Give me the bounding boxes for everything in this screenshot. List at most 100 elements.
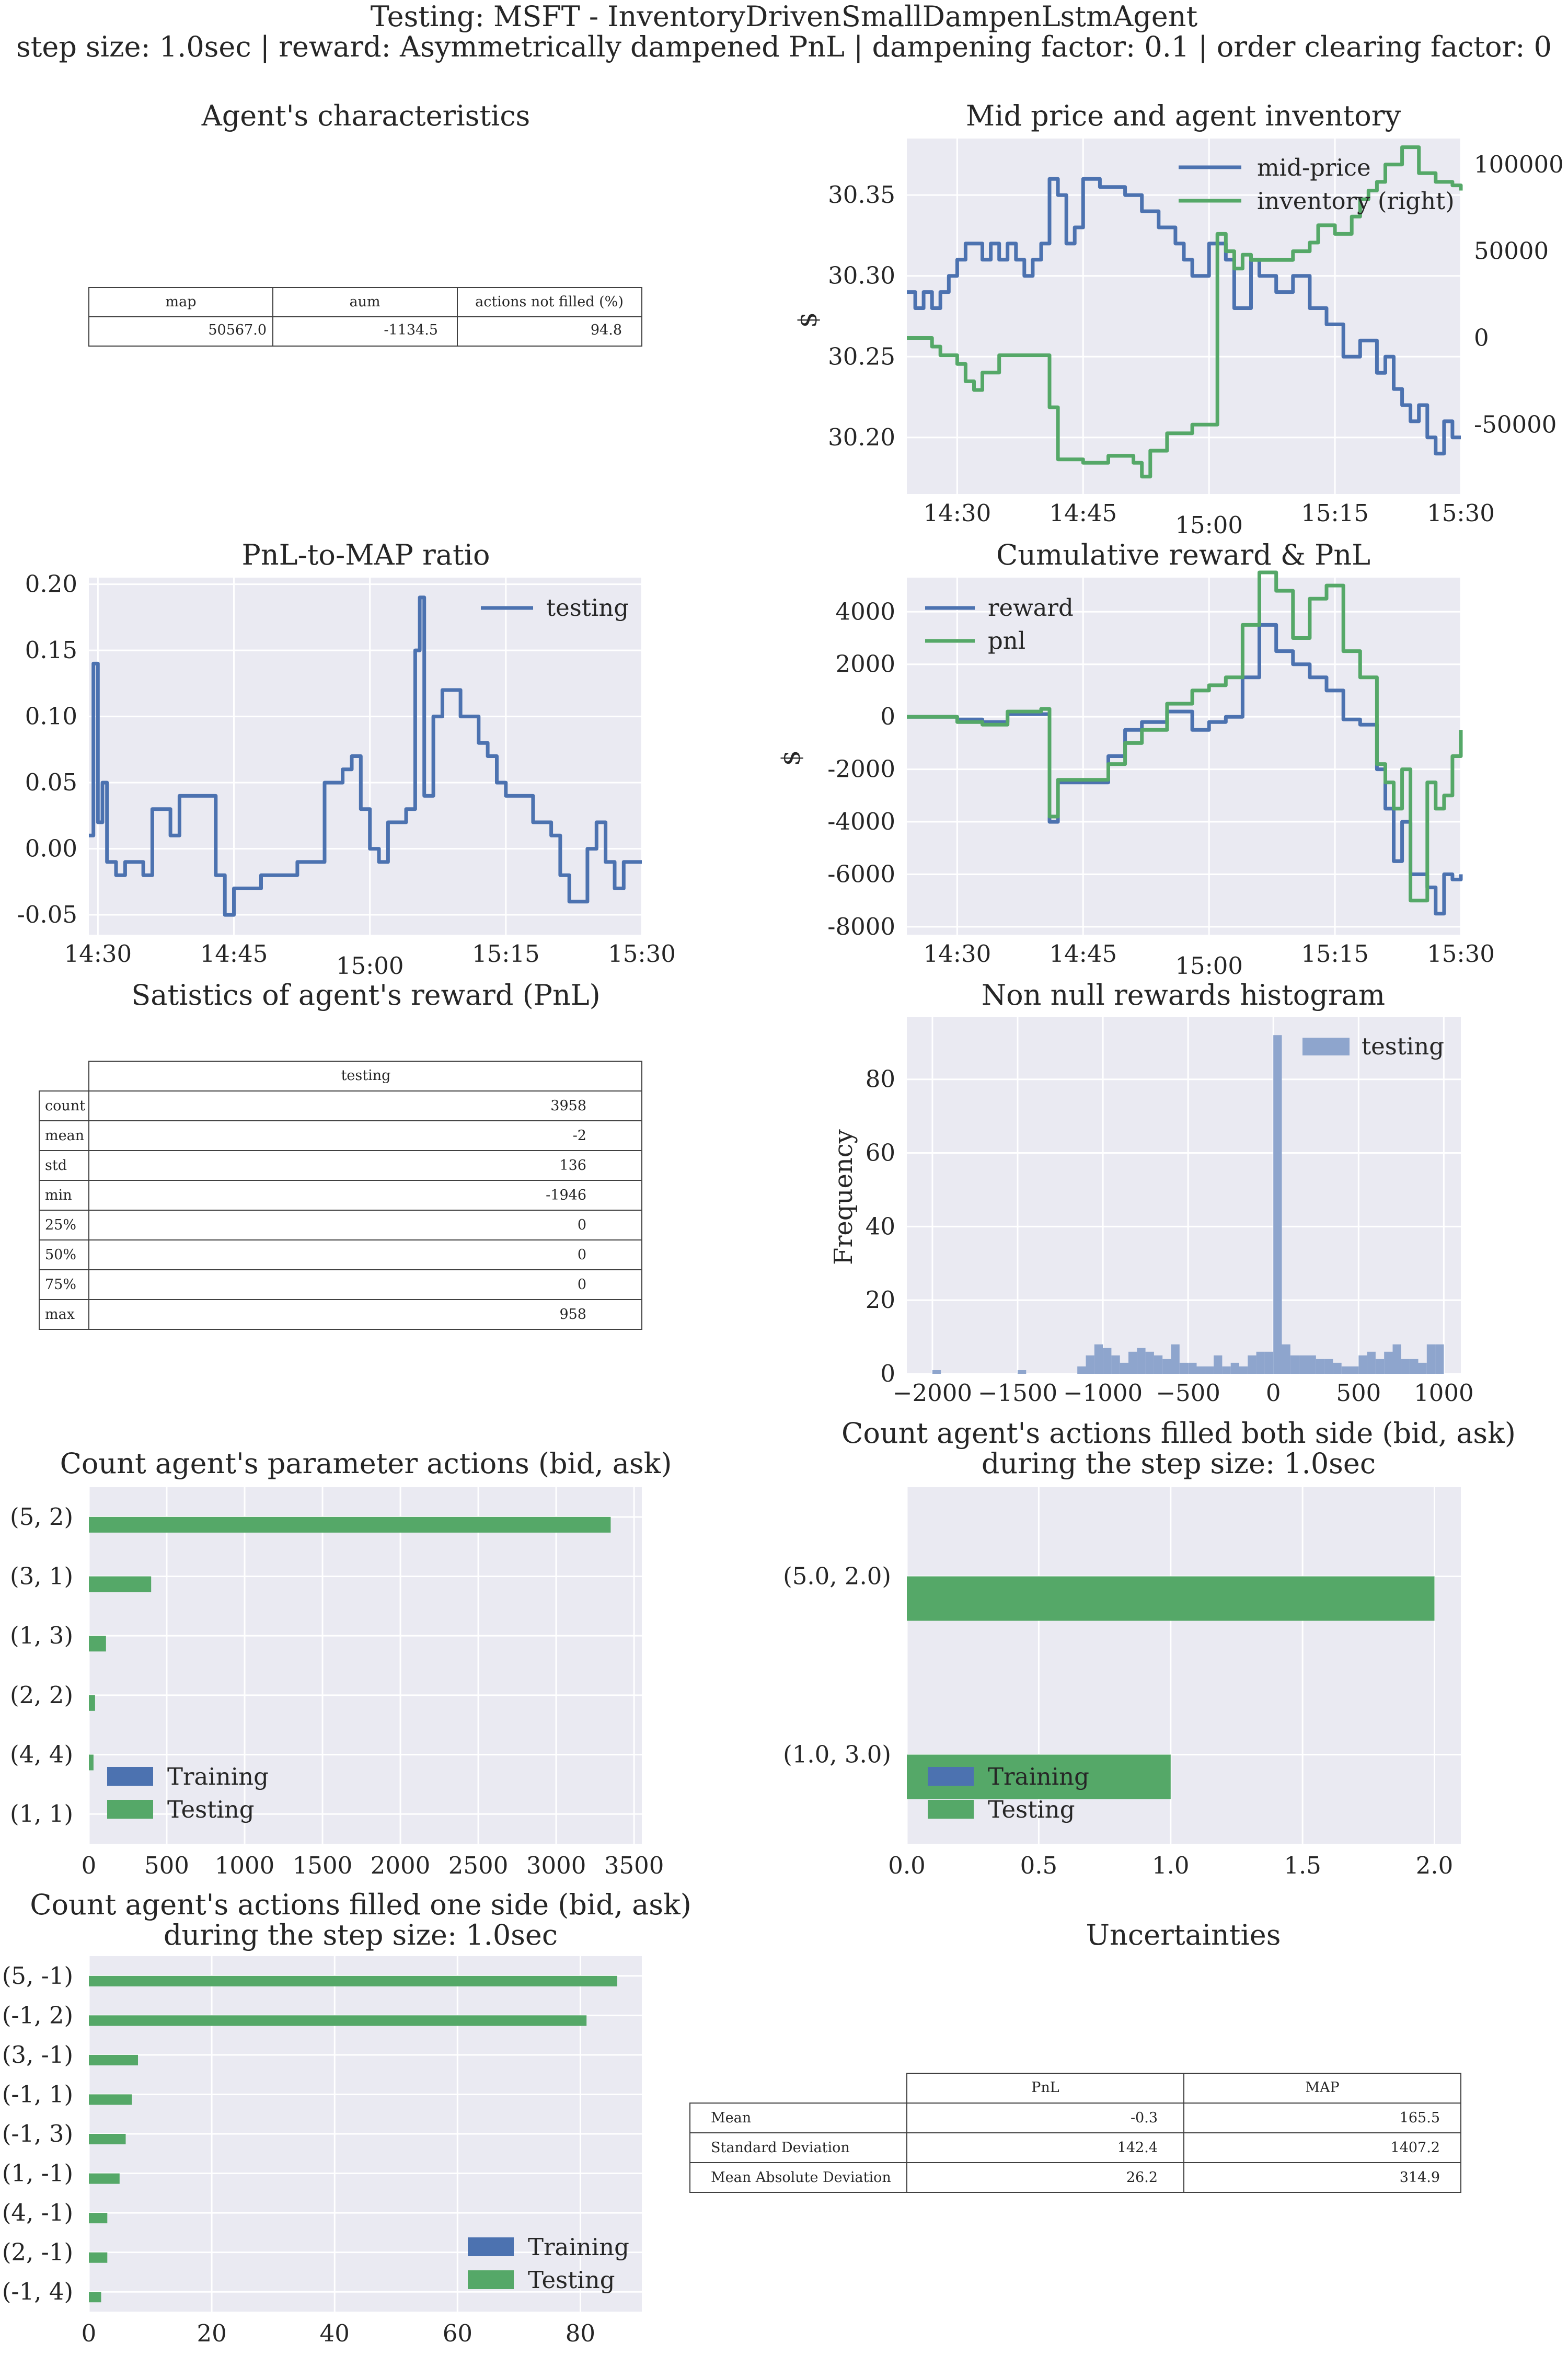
parameter-actions-xtick: 500 (144, 1852, 189, 1879)
histogram-bar (1341, 1366, 1350, 1374)
histogram-ytick: 0 (880, 1360, 895, 1387)
characteristics-value-not-filled: 94.8 (591, 322, 622, 338)
histogram-bar (1324, 1359, 1333, 1374)
uncertainties-map-value: 1407.2 (1391, 2140, 1440, 2156)
reward-stats-label: 25% (45, 1217, 76, 1233)
filled-both-title-line-2: during the step size: 1.0sec (982, 1447, 1376, 1480)
filled-one-category-label: (-1, 2) (2, 2001, 73, 2029)
filled-one-testing-bar (89, 2252, 108, 2263)
histogram-bar (1196, 1366, 1205, 1374)
reward-stats-value: 136 (559, 1157, 586, 1174)
cumulative-ytick: 2000 (835, 650, 895, 678)
histogram-bar (1222, 1366, 1231, 1374)
parameter-actions-chart: Count agent's parameter actions (bid, as… (10, 1447, 672, 1879)
histogram-bar (1111, 1355, 1120, 1374)
filled-both-xtick: 2.0 (1416, 1852, 1454, 1879)
cumulative-xtick: 15:30 (1427, 940, 1495, 968)
histogram-bar (1137, 1348, 1146, 1374)
parameter-actions-xtick: 3500 (604, 1852, 664, 1879)
uncertainties-row-label: Standard Deviation (711, 2140, 850, 2156)
legend-mid-price: mid-price (1257, 154, 1371, 181)
filled-both-category-label: (1.0, 3.0) (783, 1741, 891, 1768)
histogram-bar (1214, 1355, 1223, 1374)
filled-one-xtick: 20 (197, 2319, 226, 2347)
histogram-bar (1350, 1366, 1359, 1374)
histogram-bar (1171, 1344, 1180, 1374)
histogram-bar (1018, 1370, 1027, 1374)
parameter-actions-xtick: 1000 (215, 1852, 275, 1879)
uncertainties-map-value: 314.9 (1400, 2169, 1440, 2186)
parameter-actions-xtick: 2500 (448, 1852, 509, 1879)
cumulative-ylabel: $ (777, 750, 806, 766)
parameter-actions-testing-bar (89, 1636, 106, 1652)
cumulative-reward-chart: Cumulative reward & PnL 14:30 14:45 15:00 1… (777, 538, 1495, 980)
mid-price-inventory-chart: Mid price and agent inventory 14:30 14:45… (793, 99, 1564, 539)
reward-stats-value: 0 (578, 1277, 586, 1293)
cumulative-ytick: 0 (880, 703, 895, 730)
reward-stats-value: 0 (578, 1247, 586, 1263)
mid-price-xtick: 14:30 (924, 499, 991, 527)
histogram-ytick: 40 (866, 1212, 895, 1240)
characteristics-header-map: map (166, 294, 197, 310)
histogram-bar (1077, 1366, 1086, 1374)
pnl-to-map-xtick: 15:15 (472, 940, 540, 968)
pnl-to-map-ytick: 0.20 (25, 570, 77, 598)
inventory-ytick: 50000 (1474, 237, 1549, 265)
reward-statistics-panel: Satistics of agent's reward (PnL) testin… (39, 979, 642, 1330)
parameter-actions-xtick: 1500 (293, 1852, 353, 1879)
cumulative-legend: reward pnl (925, 594, 1074, 654)
filled-one-category-label: (4, -1) (2, 2199, 73, 2226)
filled-one-testing-bar (89, 2173, 120, 2184)
filled-both-legend: Training Testing (928, 1763, 1089, 1823)
legend-training-one: Training (528, 2233, 629, 2261)
filled-one-category-label: (2, -1) (2, 2238, 73, 2266)
cumulative-ytick: -8000 (827, 913, 895, 940)
parameter-actions-category-label: (3, 1) (10, 1563, 73, 1590)
cumulative-ytick: -4000 (827, 808, 895, 835)
reward-stats-label: min (45, 1187, 72, 1203)
histogram-ytick: 60 (866, 1139, 895, 1167)
figure-title-line-1: Testing: MSFT - InventoryDrivenSmallDamp… (371, 0, 1198, 33)
pnl-to-map-xtick: 15:30 (608, 940, 676, 968)
parameter-actions-xtick: 0 (82, 1852, 97, 1879)
parameter-actions-testing-bar (89, 1754, 94, 1771)
filled-one-category-label: (1, -1) (2, 2159, 73, 2187)
pnl-to-map-ytick: 0.15 (25, 636, 77, 664)
inventory-ytick: 100000 (1474, 151, 1564, 178)
reward-stats-header: testing (341, 1067, 391, 1084)
histogram-xtick: 1000 (1414, 1379, 1474, 1407)
uncertainties-panel: Uncertainties PnL MAP Mean -0.3 165.5 Stand… (689, 1919, 1461, 2193)
reward-stats-value: -1946 (546, 1187, 586, 1203)
reward-stats-value: 958 (559, 1306, 586, 1323)
histogram-ylabel: Frequency (829, 1129, 858, 1265)
histogram-bar (1094, 1344, 1103, 1374)
filled-one-testing-bar (89, 2094, 132, 2105)
filled-one-testing-bar (89, 2015, 587, 2026)
filled-one-testing-bar (89, 2292, 101, 2303)
uncertainties-map-value: 165.5 (1400, 2110, 1440, 2126)
filled-one-title-line-1: Count agent's actions filled one side (b… (30, 1888, 691, 1921)
legend-hist-testing: testing (1362, 1032, 1444, 1060)
histogram-bar (1358, 1355, 1367, 1374)
mid-price-ytick: 30.35 (828, 181, 895, 209)
cumulative-reward-title: Cumulative reward & PnL (996, 538, 1370, 571)
parameter-actions-category-label: (1, 3) (10, 1622, 73, 1649)
pnl-to-map-chart: PnL-to-MAP ratio 14:30 14:45 15:00 15:15 15:… (17, 538, 676, 980)
filled-one-xtick: 40 (320, 2319, 350, 2347)
parameter-actions-testing-bar (89, 1695, 95, 1711)
characteristics-value-aum: -1134.5 (384, 322, 438, 338)
pnl-to-map-xtick: 15:00 (336, 952, 404, 980)
histogram-bar (932, 1370, 941, 1374)
filled-both-title-line-1: Count agent's actions filled both side (… (841, 1417, 1516, 1450)
histogram-bar (1120, 1362, 1128, 1374)
legend-testing-both: Testing (988, 1796, 1075, 1823)
reward-stats-label: 50% (45, 1247, 76, 1263)
mid-price-xtick: 15:00 (1175, 511, 1243, 539)
cumulative-xtick: 15:15 (1301, 940, 1369, 968)
histogram-bar (1392, 1344, 1401, 1374)
histogram-ytick: 20 (866, 1286, 895, 1314)
reward-stats-value: -2 (573, 1128, 586, 1144)
histogram-bar (1256, 1351, 1265, 1374)
filled-one-title-line-2: during the step size: 1.0sec (164, 1919, 558, 1951)
histogram-bar (1188, 1362, 1197, 1374)
